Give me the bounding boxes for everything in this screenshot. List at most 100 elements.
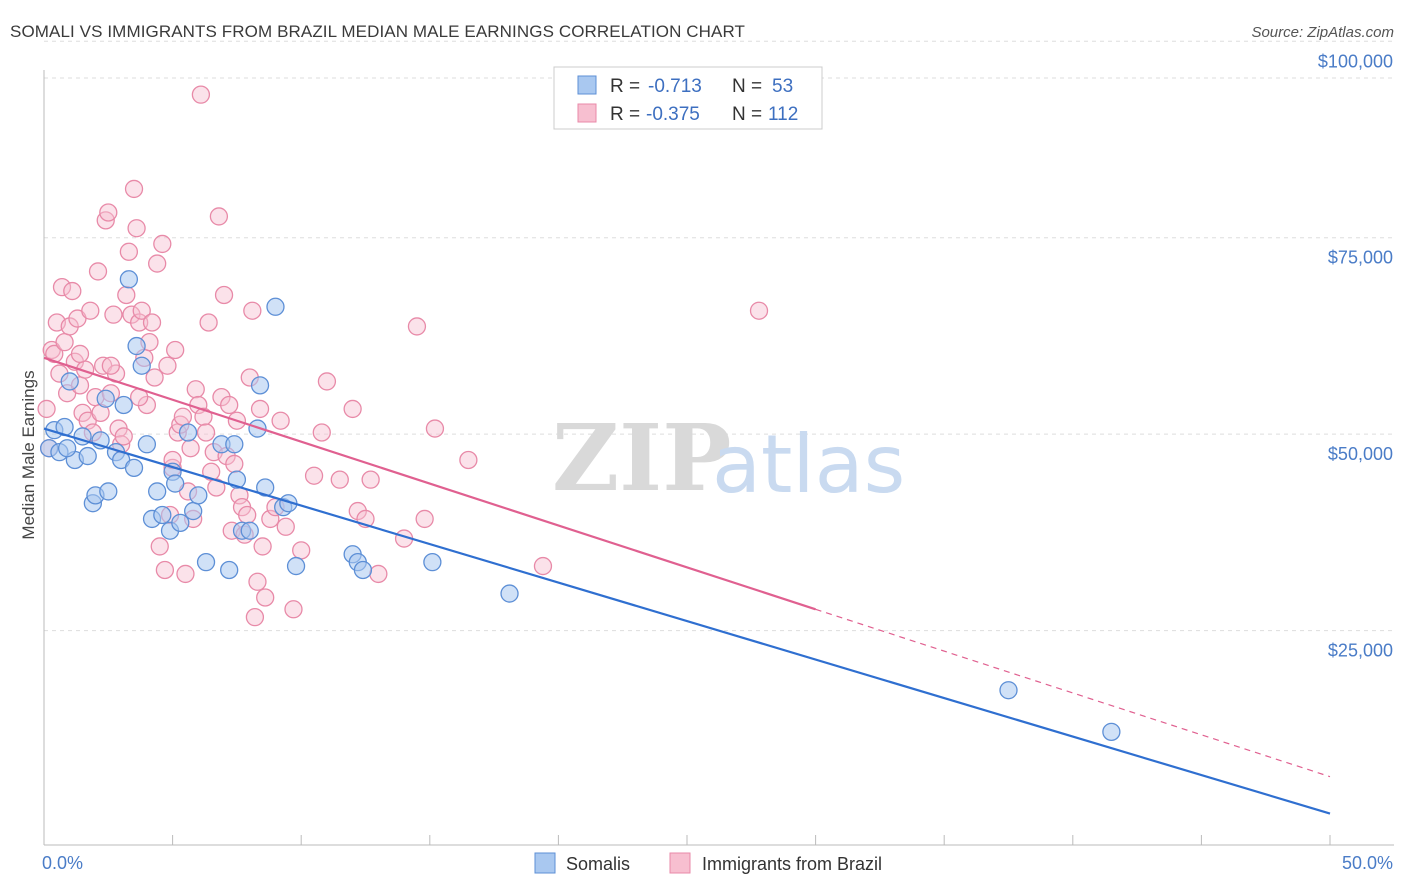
somali-point-51 bbox=[1102, 722, 1121, 742]
brazil-point-103 bbox=[415, 509, 434, 529]
somali-point-47 bbox=[353, 560, 373, 580]
brazil-point-32 bbox=[119, 242, 139, 261]
brazil-point-26 bbox=[104, 305, 123, 324]
brazil-point-85 bbox=[256, 588, 275, 607]
brazil-point-104 bbox=[425, 419, 445, 438]
brazil-point-94 bbox=[317, 372, 337, 391]
somali-point-17 bbox=[124, 458, 144, 478]
brazil-point-100 bbox=[369, 564, 388, 584]
legend-swatch-brazil bbox=[577, 103, 597, 123]
somali-point-20 bbox=[137, 435, 157, 454]
brazil-point-86 bbox=[261, 509, 280, 529]
brazil-point-3 bbox=[45, 344, 64, 364]
somali-point-31 bbox=[196, 552, 216, 572]
series-legend-label-somalis: Somalis bbox=[566, 854, 630, 874]
x-tick-label-1: 50.0% bbox=[1342, 853, 1393, 873]
somali-point-15 bbox=[114, 395, 133, 415]
source-label: Source: ZipAtlas.com bbox=[1251, 24, 1394, 41]
somali-point-41 bbox=[266, 297, 285, 316]
legend-n-label-somali: N = bbox=[732, 76, 762, 97]
somali-point-19 bbox=[132, 356, 151, 375]
somali-point-7 bbox=[78, 446, 97, 466]
brazil-point-54 bbox=[176, 564, 195, 584]
brazil-point-89 bbox=[276, 517, 295, 536]
brazil-point-47 bbox=[158, 356, 177, 375]
brazil-points bbox=[37, 85, 769, 627]
brazil-point-0 bbox=[37, 399, 56, 419]
somali-point-30 bbox=[189, 486, 208, 505]
brazil-point-99 bbox=[361, 470, 380, 489]
brazil-point-30 bbox=[114, 427, 133, 446]
brazil-point-106 bbox=[533, 556, 553, 576]
y-tick-label-2: $75,000 bbox=[1328, 248, 1393, 268]
somali-point-52 bbox=[57, 439, 77, 458]
brazil-point-58 bbox=[186, 380, 205, 399]
brazil-point-37 bbox=[132, 301, 151, 320]
y-axis-label: Median Male Earnings bbox=[19, 370, 38, 539]
brazil-point-44 bbox=[150, 537, 169, 556]
somali-point-37 bbox=[240, 521, 259, 540]
brazil-point-63 bbox=[199, 313, 218, 332]
brazil-point-66 bbox=[207, 478, 226, 497]
x-ticks: 0.0% 50.0% bbox=[42, 835, 1393, 873]
watermark-zip: ZIP bbox=[552, 404, 731, 512]
brazil-point-78 bbox=[238, 505, 257, 525]
chart-title: SOMALI VS IMMIGRANTS FROM BRAZIL MEDIAN … bbox=[10, 22, 746, 41]
brazil-point-53 bbox=[173, 407, 193, 426]
brazil-point-7 bbox=[55, 332, 74, 352]
brazil-point-71 bbox=[220, 395, 239, 415]
brazil-point-67 bbox=[209, 207, 229, 226]
brazil-point-56 bbox=[181, 439, 200, 458]
brazil-point-83 bbox=[250, 399, 270, 419]
series-legend-swatch-somalis bbox=[534, 852, 556, 874]
brazil-point-42 bbox=[145, 368, 164, 387]
brazil-point-61 bbox=[194, 407, 213, 426]
somali-point-33 bbox=[220, 560, 239, 580]
brazil-point-90 bbox=[284, 600, 303, 619]
brazil-point-95 bbox=[330, 470, 349, 489]
legend-n-value-somali: 53 bbox=[772, 76, 793, 97]
brazil-trend-line bbox=[43, 356, 816, 611]
brazil-point-17 bbox=[81, 301, 100, 320]
brazil-point-69 bbox=[214, 285, 234, 305]
somali-point-39 bbox=[250, 376, 270, 395]
somali-trend-line bbox=[43, 427, 1331, 815]
legend-n-value-brazil: 112 bbox=[768, 104, 798, 125]
brazil-point-36 bbox=[130, 313, 149, 332]
somali-point-18 bbox=[127, 336, 146, 356]
brazil-point-81 bbox=[245, 607, 265, 627]
brazil-point-6 bbox=[52, 277, 72, 297]
somali-point-27 bbox=[171, 513, 190, 533]
brazil-point-31 bbox=[117, 285, 136, 305]
brazil-point-92 bbox=[304, 466, 324, 485]
somali-point-49 bbox=[500, 584, 519, 603]
correlation-legend: R = -0.713 N = 53 R = -0.375 N = 112 bbox=[553, 66, 823, 130]
y-tick-label-1: $50,000 bbox=[1328, 444, 1393, 464]
somali-point-16 bbox=[119, 270, 139, 289]
brazil-point-91 bbox=[292, 541, 311, 560]
brazil-point-84 bbox=[253, 537, 272, 556]
watermark-atlas: atlas bbox=[712, 418, 905, 511]
somali-point-12 bbox=[99, 482, 118, 501]
brazil-point-46 bbox=[155, 560, 175, 580]
brazil-point-62 bbox=[196, 423, 216, 442]
somali-point-48 bbox=[423, 552, 442, 572]
brazil-point-10 bbox=[63, 281, 82, 301]
somali-point-11 bbox=[96, 389, 115, 408]
legend-swatch-somali bbox=[577, 75, 597, 95]
y-ticks: $25,000 $50,000 $75,000 $100,000 bbox=[1318, 51, 1393, 660]
brazil-point-60 bbox=[191, 85, 211, 104]
brazil-point-35 bbox=[127, 219, 146, 238]
brazil-point-43 bbox=[148, 254, 167, 273]
brazil-point-102 bbox=[407, 317, 427, 336]
series-legend-swatch-brazil bbox=[669, 852, 691, 874]
brazil-point-110 bbox=[70, 344, 90, 364]
legend-n-label-brazil: N = bbox=[732, 104, 762, 125]
somali-point-34 bbox=[225, 435, 244, 454]
watermark: ZIP atlas bbox=[552, 404, 905, 512]
brazil-point-50 bbox=[166, 340, 185, 360]
brazil-trend-dashed bbox=[815, 608, 1331, 778]
somali-point-28 bbox=[178, 423, 198, 442]
brazil-point-41 bbox=[142, 313, 162, 332]
